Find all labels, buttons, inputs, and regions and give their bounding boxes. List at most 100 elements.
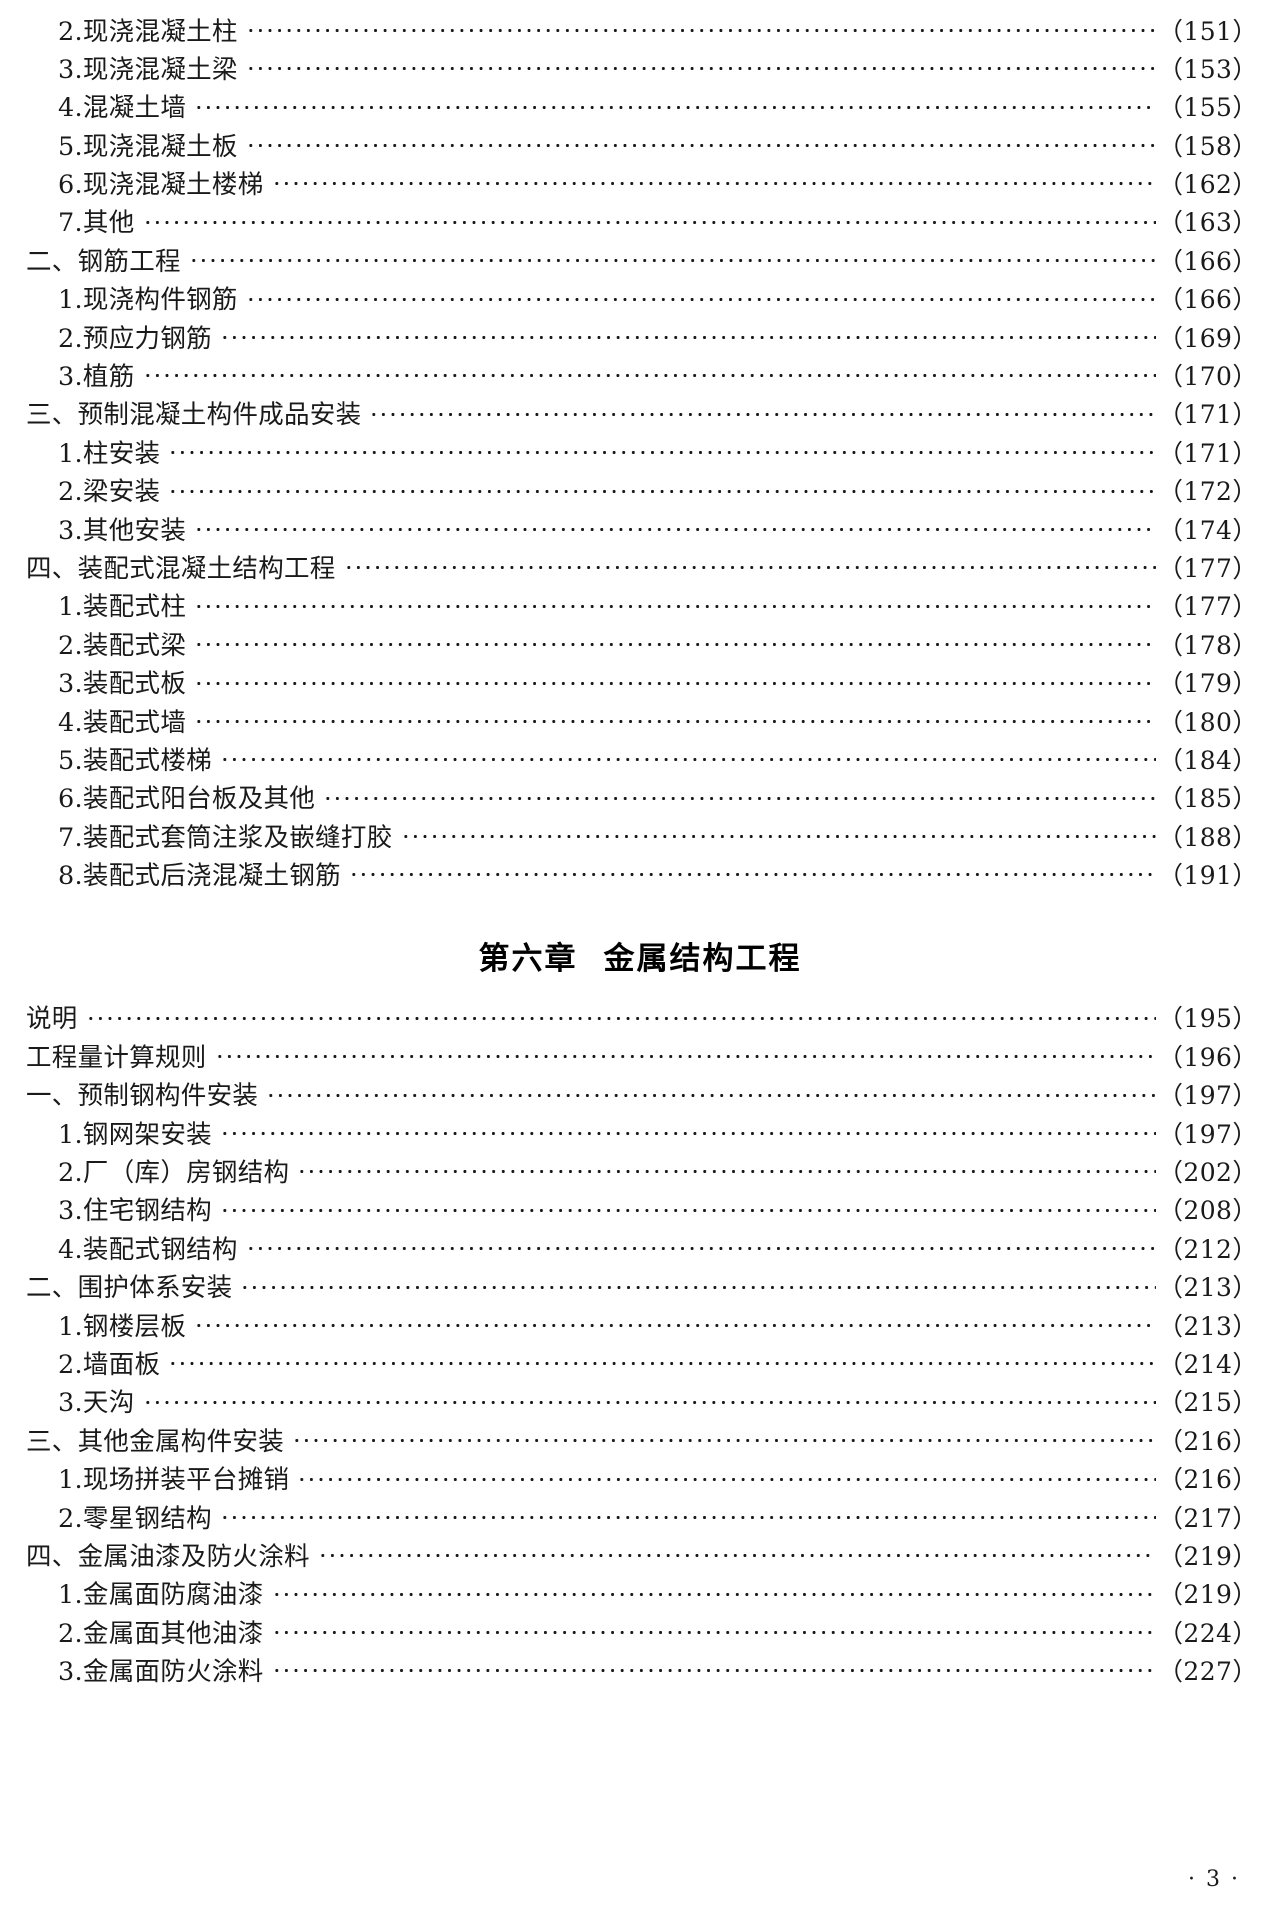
toc-entry-page-number: （166） xyxy=(1158,285,1258,315)
toc-entry[interactable]: 5.现浇混凝土板 （158） xyxy=(26,129,1257,167)
toc-entry[interactable]: 4.装配式墙 （180） xyxy=(26,705,1257,743)
toc-entry-page-number: （151） xyxy=(1158,16,1258,46)
toc-entry[interactable]: 3.现浇混凝土梁 （153） xyxy=(26,52,1257,90)
toc-entry-page-number: （195） xyxy=(1158,1004,1258,1034)
toc-entry[interactable]: 四、装配式混凝土结构工程 （177） xyxy=(26,551,1257,589)
toc-entry[interactable]: 2.装配式梁 （178） xyxy=(26,628,1258,666)
toc-entry-label: 2.预应力钢筋 xyxy=(58,323,212,354)
toc-entry-label: 1.柱安装 xyxy=(58,438,161,469)
toc-entry-page-number: （213） xyxy=(1158,1273,1258,1303)
toc-entry[interactable]: 4.装配式钢结构 （212） xyxy=(26,1232,1257,1270)
toc-entry[interactable]: 1.钢网架安装 （197） xyxy=(26,1117,1257,1155)
toc-entry-page-number: （202） xyxy=(1158,1158,1258,1188)
toc-entry-page-number: （185） xyxy=(1158,784,1258,814)
toc-entry-label: 2.梁安装 xyxy=(58,477,161,508)
toc-entry[interactable]: 6.现浇混凝土楼梯 （162） xyxy=(26,168,1257,206)
toc-entry-page-number: （213） xyxy=(1158,1311,1258,1341)
toc-dot-leader xyxy=(271,1616,1156,1642)
toc-entry[interactable]: 3.植筋 （170） xyxy=(26,360,1258,398)
toc-entry-label: 2.金属面其他油漆 xyxy=(58,1618,264,1649)
toc-entry[interactable]: 1.钢楼层板 （213） xyxy=(26,1309,1258,1347)
toc-entry[interactable]: 2.梁安装 （172） xyxy=(26,475,1257,513)
toc-entry-label: 3.其他安装 xyxy=(58,515,187,546)
toc-entry-label: 3.住宅钢结构 xyxy=(58,1196,212,1227)
toc-entry-label: 1.装配式柱 xyxy=(58,592,187,623)
toc-entry[interactable]: 二、围护体系安装 （213） xyxy=(26,1271,1258,1309)
toc-entry-label: 1.现浇构件钢筋 xyxy=(58,285,238,316)
toc-dot-leader xyxy=(219,1501,1156,1527)
toc-entry[interactable]: 1.金属面防腐油漆 （219） xyxy=(26,1578,1257,1616)
toc-entry-page-number: （166） xyxy=(1158,246,1258,276)
toc-entry[interactable]: 2.厂（库）房钢结构 （202） xyxy=(26,1156,1258,1194)
toc-entry[interactable]: 1.现场拼装平台摊销 （216） xyxy=(26,1463,1257,1501)
toc-entry-page-number: （184） xyxy=(1158,745,1258,775)
toc-dot-leader xyxy=(194,628,1156,654)
toc-entry[interactable]: 3.装配式板 （179） xyxy=(26,667,1258,705)
toc-entry[interactable]: 1.柱安装 （171） xyxy=(26,436,1257,474)
toc-entry-page-number: （177） xyxy=(1158,592,1258,622)
toc-entry[interactable]: 二、钢筋工程 （166） xyxy=(26,244,1258,282)
toc-entry-page-number: （191） xyxy=(1158,861,1258,891)
toc-entry[interactable]: 2.金属面其他油漆 （224） xyxy=(26,1616,1257,1654)
footer-page-number: · 3 · xyxy=(1188,1867,1240,1892)
toc-entry[interactable]: 3.其他安装 （174） xyxy=(26,513,1258,551)
toc-entry-label: 5.现浇混凝土板 xyxy=(58,131,238,162)
toc-entry[interactable]: 三、预制混凝土构件成品安装 （171） xyxy=(26,398,1257,436)
toc-entry-label: 6.现浇混凝土楼梯 xyxy=(58,170,264,201)
toc-entry[interactable]: 三、其他金属构件安装 （216） xyxy=(26,1424,1257,1462)
toc-entry[interactable]: 2.零星钢结构 （217） xyxy=(26,1501,1257,1539)
toc-entry[interactable]: 1.装配式柱 （177） xyxy=(26,590,1258,628)
toc-entry[interactable]: 4.混凝土墙 （155） xyxy=(26,91,1257,129)
toc-entry-page-number: （169） xyxy=(1158,323,1258,353)
toc-entry[interactable]: 1.现浇构件钢筋 （166） xyxy=(26,283,1258,321)
toc-dot-leader xyxy=(245,283,1156,309)
toc-dot-leader xyxy=(245,14,1156,40)
toc-entry-label: 2.墙面板 xyxy=(58,1350,161,1380)
toc-entry-label: 1.钢楼层板 xyxy=(58,1311,187,1342)
toc-entry-label: 7.其他 xyxy=(58,208,135,239)
toc-entry[interactable]: 8.装配式后浇混凝土钢筋 （191） xyxy=(26,859,1258,897)
toc-entry-page-number: （179） xyxy=(1158,669,1258,699)
toc-dot-leader xyxy=(214,1040,1156,1066)
toc-entry[interactable]: 工程量计算规则 （196） xyxy=(26,1040,1257,1078)
toc-dot-leader xyxy=(219,1117,1156,1143)
toc-entry[interactable]: 7.装配式套筒注浆及嵌缝打胶 （188） xyxy=(26,820,1257,858)
toc-entry[interactable]: 四、金属油漆及防火涂料 （219） xyxy=(26,1539,1257,1577)
toc-entry-label: 5.装配式楼梯 xyxy=(58,745,212,776)
toc-entry[interactable]: 3.金属面防火涂料 （227） xyxy=(26,1655,1258,1693)
toc-entry[interactable]: 3.住宅钢结构 （208） xyxy=(26,1194,1258,1232)
toc-entry[interactable]: 6.装配式阳台板及其他 （185） xyxy=(26,782,1258,820)
toc-dot-leader xyxy=(168,475,1156,501)
toc-entry[interactable]: 2.墙面板 （214） xyxy=(26,1348,1257,1386)
toc-entry-page-number: （174） xyxy=(1158,515,1258,545)
toc-entry[interactable]: 2.预应力钢筋 （169） xyxy=(26,321,1258,359)
toc-dot-leader xyxy=(194,667,1156,693)
toc-entry-label: 三、其他金属构件安装 xyxy=(26,1426,285,1457)
toc-entry[interactable]: 一、预制钢构件安装 （197） xyxy=(26,1079,1257,1117)
toc-entry-label: 6.装配式阳台板及其他 xyxy=(58,784,316,815)
toc-dot-leader xyxy=(266,1079,1156,1105)
toc-dot-leader xyxy=(85,1002,1156,1028)
toc-entry-label: 4.装配式墙 xyxy=(58,707,187,738)
toc-entry-page-number: （178） xyxy=(1158,630,1258,660)
toc-entry-label: 工程量计算规则 xyxy=(26,1042,207,1073)
toc-entry-label: 二、钢筋工程 xyxy=(26,246,181,277)
toc-entry[interactable]: 3.天沟 （215） xyxy=(26,1386,1257,1424)
toc-entry-label: 1.金属面防腐油漆 xyxy=(58,1580,264,1611)
toc-entry-label: 2.零星钢结构 xyxy=(58,1503,212,1534)
toc-dot-leader xyxy=(245,129,1156,155)
toc-entry-label: 2.装配式梁 xyxy=(58,630,187,661)
toc-entry-page-number: （170） xyxy=(1158,362,1258,392)
chapter-name: 金属结构工程 xyxy=(603,940,802,977)
toc-entry[interactable]: 5.装配式楼梯 （184） xyxy=(26,743,1258,781)
toc-dot-leader xyxy=(343,551,1156,577)
toc-dot-leader xyxy=(297,1463,1156,1489)
toc-dot-leader xyxy=(245,52,1156,78)
toc-entry-page-number: （208） xyxy=(1158,1196,1258,1226)
toc-entry[interactable]: 2.现浇混凝土柱 （151） xyxy=(26,14,1258,52)
toc-entry-page-number: （227） xyxy=(1158,1657,1258,1687)
toc-entry[interactable]: 7.其他 （163） xyxy=(26,206,1257,244)
toc-entry-label: 三、预制混凝土构件成品安装 xyxy=(26,400,362,431)
toc-entry[interactable]: 说明 （195） xyxy=(26,1002,1258,1040)
toc-entry-label: 4.混凝土墙 xyxy=(58,93,187,124)
